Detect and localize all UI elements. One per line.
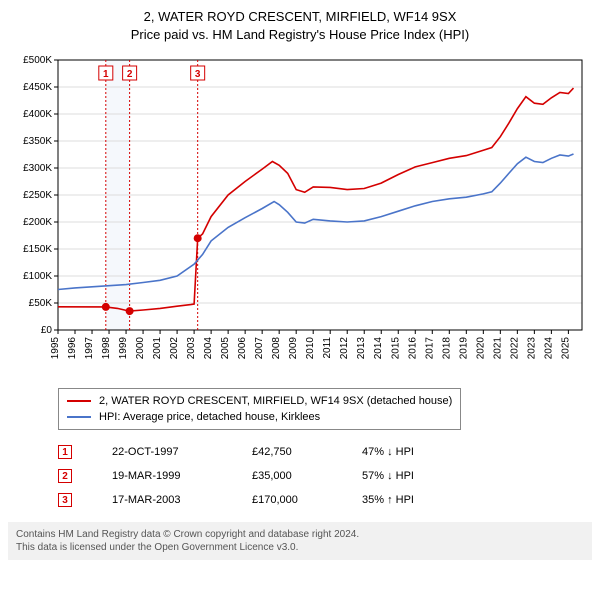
marker-diff: 57% ↓ HPI [362, 470, 452, 482]
legend-label: 2, WATER ROYD CRESCENT, MIRFIELD, WF14 9… [99, 395, 452, 407]
svg-text:2000: 2000 [135, 337, 146, 360]
svg-text:2022: 2022 [509, 337, 520, 360]
svg-text:2017: 2017 [424, 337, 435, 360]
svg-text:2015: 2015 [390, 337, 401, 360]
svg-text:2008: 2008 [271, 337, 282, 360]
svg-text:2005: 2005 [220, 337, 231, 360]
marker-date: 19-MAR-1999 [112, 470, 212, 482]
marker-table: 1 22-OCT-1997 £42,750 47% ↓ HPI 2 19-MAR-1999… [58, 440, 592, 512]
svg-text:£400K: £400K [23, 109, 52, 120]
svg-text:2016: 2016 [407, 337, 418, 360]
svg-text:1997: 1997 [84, 337, 95, 360]
svg-text:2003: 2003 [186, 337, 197, 360]
svg-text:1999: 1999 [118, 337, 129, 360]
svg-text:2002: 2002 [169, 337, 180, 360]
marker-row: 3 17-MAR-2003 £170,000 35% ↑ HPI [58, 488, 592, 512]
svg-text:2001: 2001 [152, 337, 163, 360]
marker-price: £170,000 [252, 494, 322, 506]
legend-row: HPI: Average price, detached house, Kirk… [67, 409, 452, 425]
svg-text:£50K: £50K [29, 298, 53, 309]
marker-date: 22-OCT-1997 [112, 446, 212, 458]
svg-text:1995: 1995 [50, 337, 61, 360]
svg-text:£0: £0 [41, 325, 53, 336]
svg-text:£100K: £100K [23, 271, 52, 282]
svg-text:1: 1 [103, 69, 109, 80]
svg-text:2014: 2014 [373, 337, 384, 360]
legend-label: HPI: Average price, detached house, Kirk… [99, 411, 320, 423]
svg-text:2021: 2021 [492, 337, 503, 360]
svg-text:1998: 1998 [101, 337, 112, 360]
svg-text:2011: 2011 [322, 337, 333, 359]
svg-text:2004: 2004 [203, 337, 214, 360]
svg-text:£350K: £350K [23, 136, 52, 147]
marker-number: 3 [58, 493, 72, 507]
title-line2: Price paid vs. HM Land Registry's House … [8, 26, 592, 44]
legend-swatch [67, 416, 91, 418]
chart-svg: £0 £50K £100K £150K £200K £250K £300K £350K £400… [8, 50, 592, 380]
svg-text:2010: 2010 [305, 337, 316, 360]
marker-row: 2 19-MAR-1999 £35,000 57% ↓ HPI [58, 464, 592, 488]
price-chart: £0 £50K £100K £150K £200K £250K £300K £350K £400… [8, 50, 592, 380]
svg-text:£150K: £150K [23, 244, 52, 255]
marker-number: 2 [58, 469, 72, 483]
marker-row: 1 22-OCT-1997 £42,750 47% ↓ HPI [58, 440, 592, 464]
svg-text:£200K: £200K [23, 217, 52, 228]
marker-number: 1 [58, 445, 72, 459]
svg-text:2019: 2019 [458, 337, 469, 360]
title-line1: 2, WATER ROYD CRESCENT, MIRFIELD, WF14 9… [8, 8, 592, 26]
svg-text:2: 2 [127, 69, 133, 80]
svg-text:2020: 2020 [475, 337, 486, 360]
marker-diff: 47% ↓ HPI [362, 446, 452, 458]
svg-text:2025: 2025 [560, 337, 571, 360]
svg-text:2009: 2009 [288, 337, 299, 360]
svg-text:2018: 2018 [441, 337, 452, 360]
svg-text:2006: 2006 [237, 337, 248, 360]
footnote: Contains HM Land Registry data © Crown c… [8, 522, 592, 560]
svg-text:2023: 2023 [526, 337, 537, 360]
marker-price: £35,000 [252, 470, 322, 482]
marker-price: £42,750 [252, 446, 322, 458]
svg-text:£450K: £450K [23, 82, 52, 93]
svg-text:2013: 2013 [356, 337, 367, 360]
chart-title-block: 2, WATER ROYD CRESCENT, MIRFIELD, WF14 9… [8, 8, 592, 44]
marker-date: 17-MAR-2003 [112, 494, 212, 506]
svg-text:3: 3 [195, 69, 201, 80]
footnote-line1: Contains HM Land Registry data © Crown c… [16, 528, 584, 541]
legend: 2, WATER ROYD CRESCENT, MIRFIELD, WF14 9… [58, 388, 461, 430]
svg-text:2007: 2007 [254, 337, 265, 360]
svg-text:£250K: £250K [23, 190, 52, 201]
footnote-line2: This data is licensed under the Open Gov… [16, 541, 584, 554]
svg-text:2024: 2024 [543, 337, 554, 360]
svg-text:£500K: £500K [23, 55, 52, 66]
legend-row: 2, WATER ROYD CRESCENT, MIRFIELD, WF14 9… [67, 393, 452, 409]
svg-text:1996: 1996 [67, 337, 78, 360]
marker-diff: 35% ↑ HPI [362, 494, 452, 506]
svg-text:2012: 2012 [339, 337, 350, 360]
legend-swatch [67, 400, 91, 402]
svg-text:£300K: £300K [23, 163, 52, 174]
